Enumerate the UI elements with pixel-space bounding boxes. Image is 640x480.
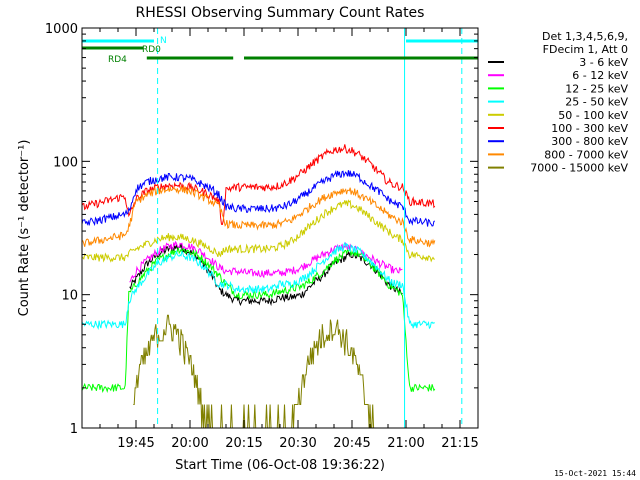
chart-title: RHESSI Observing Summary Count Rates <box>136 5 425 21</box>
flag-label-rd4: RD4 <box>108 55 127 65</box>
y-tick-label-10: 10 <box>61 289 78 304</box>
legend-label-4: 50 - 100 keV <box>558 109 628 122</box>
legend-label-2: 12 - 25 keV <box>565 82 628 95</box>
legend-label-3: 25 - 50 keV <box>565 96 628 109</box>
series-line-50-100-kev <box>82 199 435 263</box>
legend-label-5: 100 - 300 keV <box>551 122 628 135</box>
flag-bar-rd4-0 <box>146 56 234 60</box>
legend-label-8: 7000 - 15000 keV <box>530 162 628 175</box>
info-line-decimation: FDecim 1, Att 0 <box>543 43 628 56</box>
legend-label-0: 3 - 6 keV <box>579 56 628 69</box>
info-line-detectors: Det 1,3,4,5,6,9, <box>542 30 628 43</box>
flag-bar-n-1 <box>406 39 478 43</box>
series-line-7000-15000-kev <box>133 314 375 428</box>
legend-label-6: 300 - 800 keV <box>551 135 628 148</box>
y-tick-label-1: 1 <box>70 422 78 437</box>
series-line-300-800-kev <box>82 169 436 227</box>
series-line-100-300-kev <box>82 144 436 225</box>
flag-bar-rd0-0 <box>82 46 144 50</box>
series-line-25-50-kev <box>82 241 435 331</box>
legend-label-7: 800 - 7000 keV <box>544 148 628 161</box>
x-tick-label-1945: 19:45 <box>117 436 154 451</box>
y-tick-label-1000: 1000 <box>45 22 78 37</box>
x-tick-label-2100: 21:00 <box>387 436 424 451</box>
flag-label-rd0: RD0 <box>142 45 161 55</box>
x-tick-label-2030: 20:30 <box>279 436 316 451</box>
y-axis-label: Count Rate (s⁻¹ detector⁻¹) <box>17 140 32 317</box>
flag-bar-rd4-1 <box>244 56 478 60</box>
series-line-12-25-kev <box>82 247 436 393</box>
series-line-800-7000-kev <box>82 185 436 248</box>
x-tick-label-2045: 20:45 <box>333 436 370 451</box>
y-tick-label-100: 100 <box>53 155 78 170</box>
generation-timestamp: 15-Oct-2021 15:44 <box>554 469 636 478</box>
plot-clip-group <box>82 28 478 428</box>
x-tick-label-2115: 21:15 <box>441 436 478 451</box>
plot-frame <box>81 27 479 429</box>
series-line-3-6-kev <box>129 243 403 307</box>
x-axis-label: Start Time (06-Oct-08 19:36:22) <box>175 458 385 473</box>
flag-label-n: N <box>160 36 167 46</box>
legend: Det 1,3,4,5,6,9, FDecim 1, Att 0 3 - 6 k… <box>488 30 628 175</box>
x-tick-label-2000: 20:00 <box>171 436 208 451</box>
flag-bar-n-0 <box>82 39 154 43</box>
legend-label-1: 6 - 12 keV <box>572 69 628 82</box>
x-tick-label-2015: 20:15 <box>225 436 262 451</box>
